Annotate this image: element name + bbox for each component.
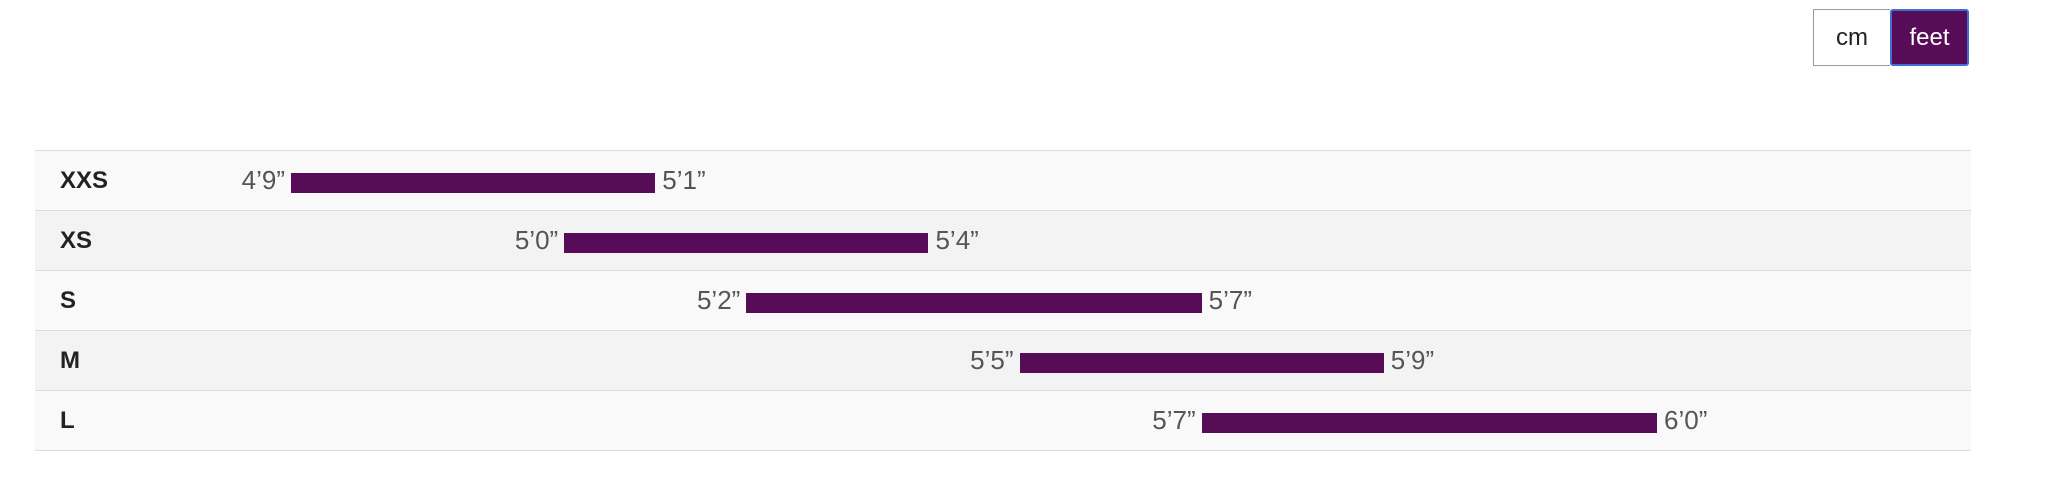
size-label: XXS [60,166,109,194]
size-row-m: M 5’5” 5’9” [35,331,1971,391]
feet-unit-button[interactable]: feet [1890,9,1969,66]
range-max-label: 5’4” [935,225,979,255]
size-row-xxs: XXS 4’9” 5’1” [35,151,1971,211]
size-row-l: L 5’7” 6’0” [35,391,1971,451]
range-bar-xxs [291,173,656,193]
range-max-label: 6’0” [1664,405,1708,435]
range-bar-s [746,293,1202,313]
size-row-xs: XS 5’0” 5’4” [35,211,1971,271]
unit-toggle: cm feet [1813,9,1969,66]
size-label: S [60,286,77,314]
size-label: XS [60,226,93,254]
range-bar-xs [564,233,929,253]
range-min-label: 4’9” [241,165,285,195]
range-max-label: 5’9” [1390,345,1435,375]
range-bar-l [1201,413,1657,433]
size-chart: XXS 4’9” 5’1” XS 5’0” 5’4” S 5’2” 5’7” M 5’5” 5’9” L… [35,150,1971,451]
cm-unit-button[interactable]: cm [1813,9,1890,66]
range-min-label: 5’2” [696,285,741,315]
range-max-label: 5’1” [662,165,706,195]
range-max-label: 5’7” [1208,285,1253,315]
range-min-label: 5’5” [970,345,1014,375]
range-min-label: 5’0” [514,225,559,255]
range-min-label: 5’7” [1152,405,1196,435]
size-row-s: S 5’2” 5’7” [35,271,1971,331]
size-label: L [60,406,75,434]
size-label: M [60,346,80,374]
range-bar-m [1019,353,1384,373]
